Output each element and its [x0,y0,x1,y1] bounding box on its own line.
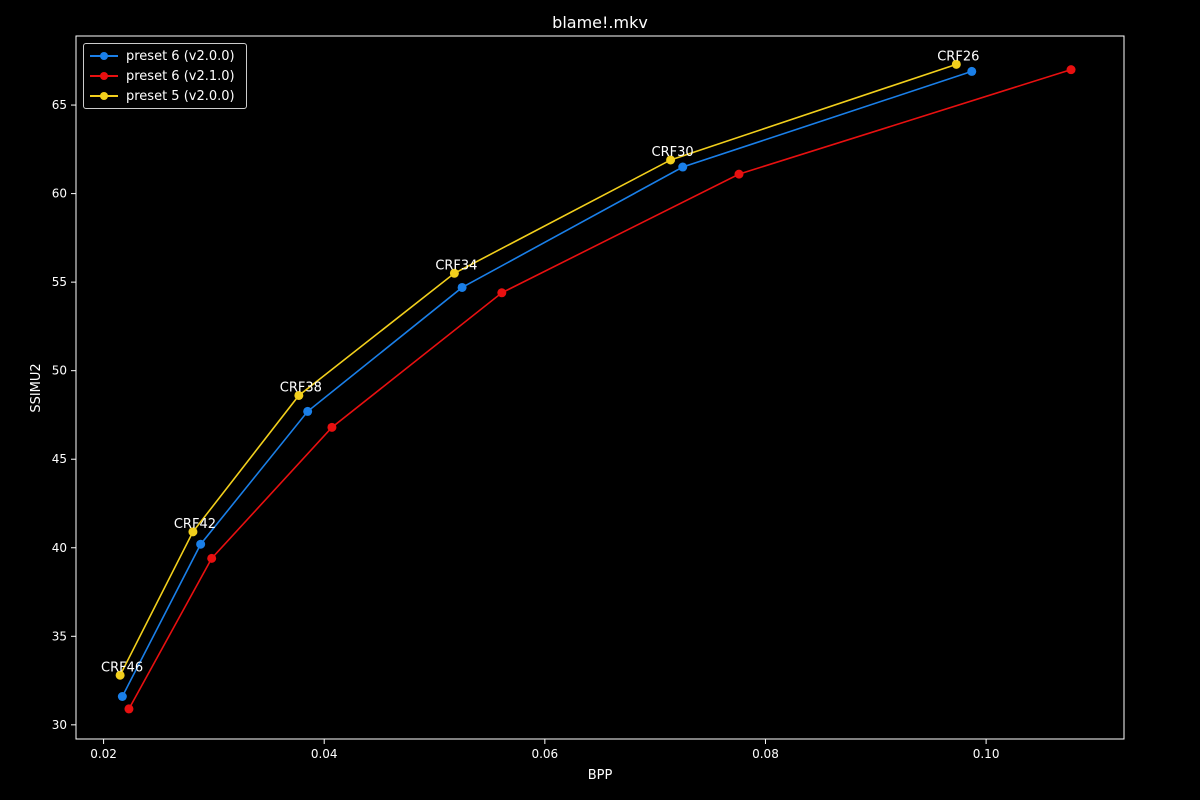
legend: preset 6 (v2.0.0) preset 6 (v2.1.0) pres… [83,43,247,109]
x-axis-label: BPP [588,768,613,783]
data-point [327,422,337,432]
data-point [117,692,127,702]
legend-label: preset 6 (v2.0.0) [126,48,235,64]
crf-annotation: CRF34 [435,258,477,273]
data-point [1066,65,1076,75]
crf-annotation: CRF42 [174,517,216,532]
y-tick-label: 65 [52,98,67,112]
crf-annotation: CRF38 [280,380,322,395]
y-axis: 30 35 40 45 50 55 60 65 [52,98,76,732]
x-tick-label: 0.02 [90,747,117,761]
y-tick-label: 45 [52,452,67,466]
legend-swatch [90,86,118,106]
data-point [207,553,217,563]
data-point [188,527,198,537]
series-line-0 [121,70,973,697]
legend-swatch [90,46,118,66]
data-point [967,66,977,76]
chart-title: blame!.mkv [552,13,648,32]
legend-item-series-0: preset 6 (v2.0.0) [90,46,235,66]
y-tick-label: 30 [52,718,67,732]
y-tick-label: 35 [52,629,67,643]
x-tick-label: 0.06 [531,747,558,761]
y-tick-label: 55 [52,275,67,289]
y-tick-label: 40 [52,541,67,555]
y-tick-label: 60 [52,187,67,201]
legend-item-series-1: preset 6 (v2.1.0) [90,66,235,86]
data-point [734,169,744,179]
data-point [115,670,125,680]
annotation-layer: CRF46 CRF42 CRF38 CRF34 CRF30 CRF26 [101,49,979,675]
x-tick-label: 0.04 [311,747,338,761]
legend-label: preset 6 (v2.1.0) [126,68,235,84]
legend-marker [100,92,108,100]
crf-annotation: CRF26 [937,49,979,64]
series-layer [115,59,1076,714]
data-point [449,268,459,278]
plot-area [75,35,1125,740]
data-point [124,704,134,714]
data-point [497,288,507,298]
series-line-1 [128,68,1072,710]
series-line-2 [119,63,957,676]
crf-annotation: CRF46 [101,660,143,675]
legend-label: preset 5 (v2.0.0) [126,88,235,104]
legend-swatch [90,66,118,86]
x-tick-label: 0.10 [973,747,1000,761]
x-axis: 0.02 0.04 0.06 0.08 0.10 [90,739,999,761]
data-point [303,406,313,416]
legend-marker [100,72,108,80]
data-point [294,390,304,400]
data-point [457,282,467,292]
y-tick-label: 50 [52,364,67,378]
data-point [666,155,676,165]
legend-marker [100,52,108,60]
y-axis-label: SSIMU2 [29,363,44,412]
data-point [678,162,688,172]
data-point [196,539,206,549]
legend-item-series-2: preset 5 (v2.0.0) [90,86,235,106]
data-point [951,59,961,69]
x-tick-label: 0.08 [752,747,779,761]
crf-annotation: CRF30 [652,145,694,160]
